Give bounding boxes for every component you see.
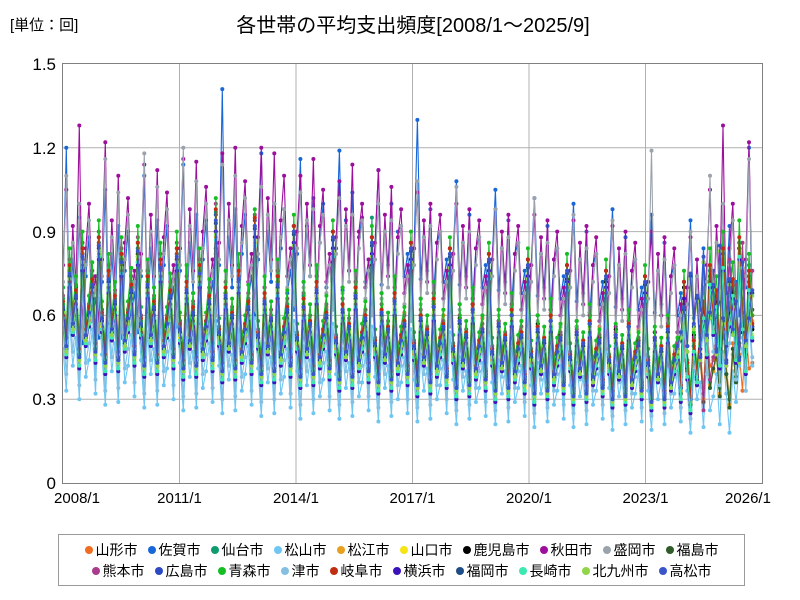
legend-label: 熊本市 — [102, 562, 145, 579]
legend-marker-icon — [84, 545, 93, 554]
y-tick-label: 0.6 — [32, 306, 56, 326]
legend-row: 熊本市 広島市 青森市 津市 岐阜市 横浜市 福岡市 長崎市 北九州市 高松市 — [65, 560, 738, 581]
legend-label: 佐賀市 — [158, 541, 201, 558]
x-tick-label: 2026/1 — [725, 490, 771, 507]
legend-marker-icon — [154, 566, 163, 575]
legend-marker-icon — [336, 545, 345, 554]
legend-item-広島市[interactable]: 広島市 — [154, 562, 208, 579]
legend-label: 山口市 — [410, 541, 453, 558]
legend-item-横浜市[interactable]: 横浜市 — [392, 562, 446, 579]
x-tick-label: 2017/1 — [389, 490, 436, 507]
y-tick-label: 0 — [46, 474, 56, 493]
legend-item-松江市[interactable]: 松江市 — [336, 541, 390, 558]
plot-area — [62, 63, 763, 484]
legend-label: 松江市 — [347, 541, 390, 558]
chart-title: 各世帯の平均支出頻度[2008/1〜2025/9] — [236, 15, 590, 37]
legend-marker-icon — [658, 566, 667, 575]
legend-marker-icon — [210, 545, 219, 554]
legend: 山形市 佐賀市 仙台市 松山市 松江市 山口市 鹿児島市 秋田市 盛岡市 福島市熊本市 広島市 青森市… — [58, 534, 745, 586]
legend-item-盛岡市[interactable]: 盛岡市 — [602, 541, 656, 558]
legend-item-北九州市[interactable]: 北九州市 — [581, 562, 649, 579]
legend-label: 広島市 — [165, 562, 208, 579]
y-tick-label: 1.5 — [32, 55, 56, 74]
x-axis: 2008/1 2011/1 2014/1 2017/1 2020/1 2023/1 2026… — [0, 490, 800, 514]
legend-label: 松山市 — [284, 541, 327, 558]
legend-item-高松市[interactable]: 高松市 — [658, 562, 712, 579]
legend-label: 盛岡市 — [613, 541, 656, 558]
legend-marker-icon — [280, 566, 289, 575]
x-tick-label: 2014/1 — [273, 490, 319, 507]
legend-label: 横浜市 — [403, 562, 446, 579]
legend-item-青森市[interactable]: 青森市 — [217, 562, 271, 579]
legend-label: 鹿児島市 — [473, 541, 530, 558]
legend-marker-icon — [91, 566, 100, 575]
legend-item-福岡市[interactable]: 福岡市 — [455, 562, 509, 579]
y-axis: 0 0.3 0.6 0.9 1.2 1.5 — [0, 0, 56, 600]
legend-item-福島市[interactable]: 福島市 — [665, 541, 719, 558]
legend-marker-icon — [273, 545, 282, 554]
legend-item-岐阜市[interactable]: 岐阜市 — [329, 562, 383, 579]
legend-marker-icon — [217, 566, 226, 575]
series-canvas — [63, 64, 762, 483]
legend-label: 青森市 — [228, 562, 271, 579]
legend-item-山形市[interactable]: 山形市 — [84, 541, 138, 558]
legend-label: 岐阜市 — [340, 562, 383, 579]
legend-item-佐賀市[interactable]: 佐賀市 — [147, 541, 201, 558]
unit-label: [単位：回] — [10, 17, 79, 34]
legend-marker-icon — [329, 566, 338, 575]
legend-item-津市[interactable]: 津市 — [280, 562, 320, 579]
legend-row: 山形市 佐賀市 仙台市 松山市 松江市 山口市 鹿児島市 秋田市 盛岡市 福島市 — [65, 539, 738, 560]
legend-label: 秋田市 — [550, 541, 593, 558]
legend-item-松山市[interactable]: 松山市 — [273, 541, 327, 558]
legend-label: 山形市 — [95, 541, 138, 558]
legend-item-長崎市[interactable]: 長崎市 — [518, 562, 572, 579]
y-tick-label: 0.3 — [32, 390, 56, 410]
legend-marker-icon — [539, 545, 548, 554]
y-tick-label: 1.2 — [32, 138, 56, 158]
legend-label: 長崎市 — [529, 562, 572, 579]
legend-marker-icon — [581, 566, 590, 575]
legend-label: 津市 — [291, 562, 320, 579]
legend-marker-icon — [518, 566, 527, 575]
legend-label: 高松市 — [669, 562, 712, 579]
series-19 — [63, 218, 755, 404]
legend-item-山口市[interactable]: 山口市 — [399, 541, 453, 558]
legend-label: 北九州市 — [592, 562, 649, 579]
x-tick-label: 2008/1 — [54, 490, 100, 507]
x-tick-label: 2020/1 — [506, 490, 552, 507]
legend-marker-icon — [147, 545, 156, 554]
legend-item-熊本市[interactable]: 熊本市 — [91, 562, 145, 579]
x-tick-label: 2011/1 — [157, 490, 202, 507]
y-tick-label: 0.9 — [32, 222, 56, 242]
legend-marker-icon — [399, 545, 408, 554]
legend-item-鹿児島市[interactable]: 鹿児島市 — [462, 541, 530, 558]
x-tick-label: 2023/1 — [622, 490, 669, 507]
legend-marker-icon — [665, 545, 674, 554]
legend-marker-icon — [392, 566, 401, 575]
legend-item-秋田市[interactable]: 秋田市 — [539, 541, 593, 558]
legend-label: 福島市 — [676, 541, 719, 558]
legend-item-仙台市[interactable]: 仙台市 — [210, 541, 264, 558]
legend-marker-icon — [462, 545, 471, 554]
legend-marker-icon — [602, 545, 611, 554]
legend-label: 福岡市 — [466, 562, 509, 579]
legend-marker-icon — [455, 566, 464, 575]
legend-label: 仙台市 — [221, 541, 264, 558]
